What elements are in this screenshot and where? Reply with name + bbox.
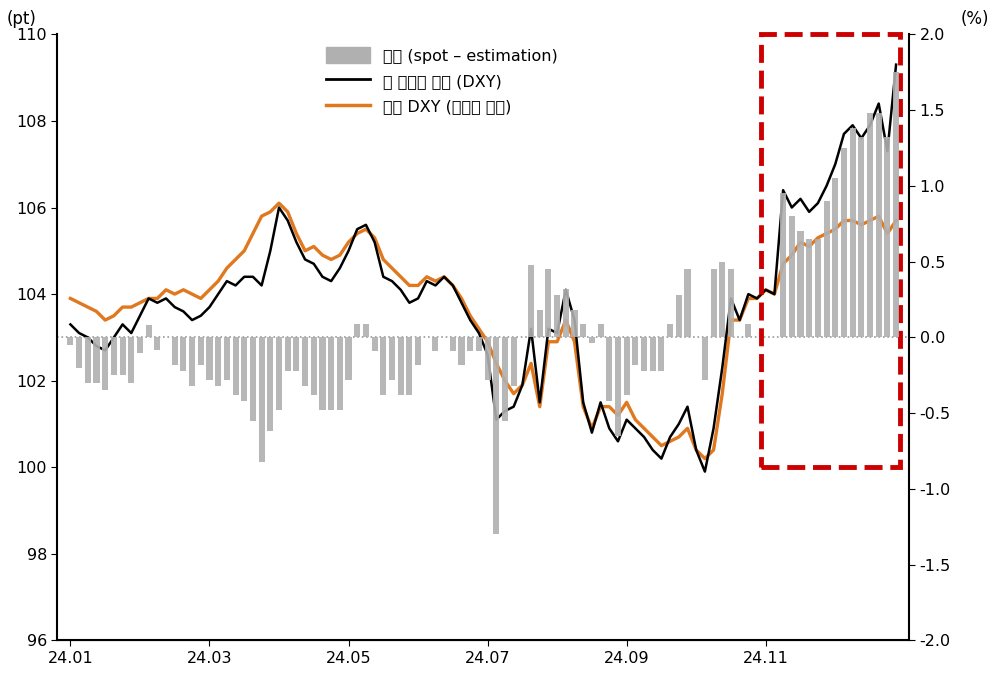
Bar	[154, 337, 160, 349]
Bar	[206, 337, 213, 380]
Bar	[458, 337, 464, 365]
Bar	[866, 113, 872, 337]
Bar	[224, 337, 230, 380]
Bar	[823, 201, 829, 337]
Bar	[493, 337, 499, 534]
Bar	[119, 337, 125, 375]
Bar	[363, 324, 369, 337]
Bar	[684, 269, 690, 337]
Bar	[796, 232, 803, 337]
Bar	[475, 337, 481, 351]
Bar	[614, 337, 620, 436]
Bar	[666, 324, 673, 337]
Bar	[310, 337, 316, 395]
Bar	[145, 325, 151, 337]
Bar	[215, 337, 221, 386]
Bar	[510, 337, 516, 386]
Bar	[137, 337, 143, 353]
Bar	[293, 337, 299, 371]
Bar	[675, 295, 681, 337]
Bar	[728, 269, 734, 337]
Bar	[336, 337, 343, 410]
Bar	[406, 337, 412, 395]
Bar	[328, 337, 334, 410]
Bar	[189, 337, 195, 386]
Bar	[233, 337, 239, 395]
Bar	[805, 239, 811, 337]
Bar	[597, 324, 603, 337]
Bar	[710, 269, 716, 337]
Bar	[893, 72, 899, 337]
Bar	[380, 337, 386, 395]
Bar	[467, 337, 473, 351]
Bar	[172, 337, 178, 365]
Bar	[249, 337, 255, 420]
Bar	[198, 337, 204, 365]
Bar	[779, 194, 785, 337]
Bar	[319, 337, 325, 410]
Bar	[258, 337, 264, 462]
Bar	[658, 337, 664, 371]
Bar	[580, 324, 585, 337]
Bar	[831, 178, 838, 337]
Bar	[267, 337, 273, 431]
Bar	[110, 337, 117, 375]
Bar	[536, 310, 543, 337]
Bar	[302, 337, 308, 386]
Bar	[345, 337, 351, 380]
Bar	[554, 295, 560, 337]
Bar	[501, 337, 508, 420]
Bar	[398, 337, 404, 395]
Bar	[432, 337, 438, 351]
Bar	[840, 148, 846, 337]
Bar	[788, 216, 794, 337]
Bar	[875, 113, 881, 337]
Bar	[371, 337, 378, 351]
Bar	[275, 337, 281, 410]
Bar	[760, 35, 900, 467]
Bar	[93, 337, 99, 383]
Bar	[588, 337, 594, 343]
Bar	[354, 324, 360, 337]
Bar	[180, 337, 186, 371]
Bar	[884, 137, 890, 337]
Bar	[649, 337, 655, 371]
Bar	[640, 337, 646, 371]
Bar	[484, 337, 490, 380]
Bar	[449, 337, 455, 351]
Bar	[389, 337, 395, 380]
Bar	[528, 265, 534, 337]
Bar	[623, 337, 629, 395]
Bar	[631, 337, 638, 365]
Bar	[814, 239, 820, 337]
Bar	[719, 261, 725, 337]
Bar	[128, 337, 134, 383]
Bar	[241, 337, 248, 401]
Bar	[563, 289, 569, 337]
Bar	[858, 137, 864, 337]
Bar	[284, 337, 290, 371]
Bar	[414, 337, 420, 365]
Bar	[76, 337, 83, 368]
Text: (%): (%)	[959, 10, 988, 28]
Bar	[849, 128, 855, 337]
Bar	[102, 337, 108, 391]
Bar	[605, 337, 611, 401]
Bar	[571, 310, 577, 337]
Bar	[68, 337, 74, 345]
Bar	[84, 337, 90, 383]
Bar	[545, 269, 551, 337]
Legend: 편차 (spot – estimation), 미 달러화 지수 (DXY), 적정 DXY (금리차 적용): 편차 (spot – estimation), 미 달러화 지수 (DXY), …	[321, 42, 563, 119]
Bar	[745, 324, 750, 337]
Bar	[701, 337, 707, 380]
Text: (pt): (pt)	[6, 10, 36, 28]
